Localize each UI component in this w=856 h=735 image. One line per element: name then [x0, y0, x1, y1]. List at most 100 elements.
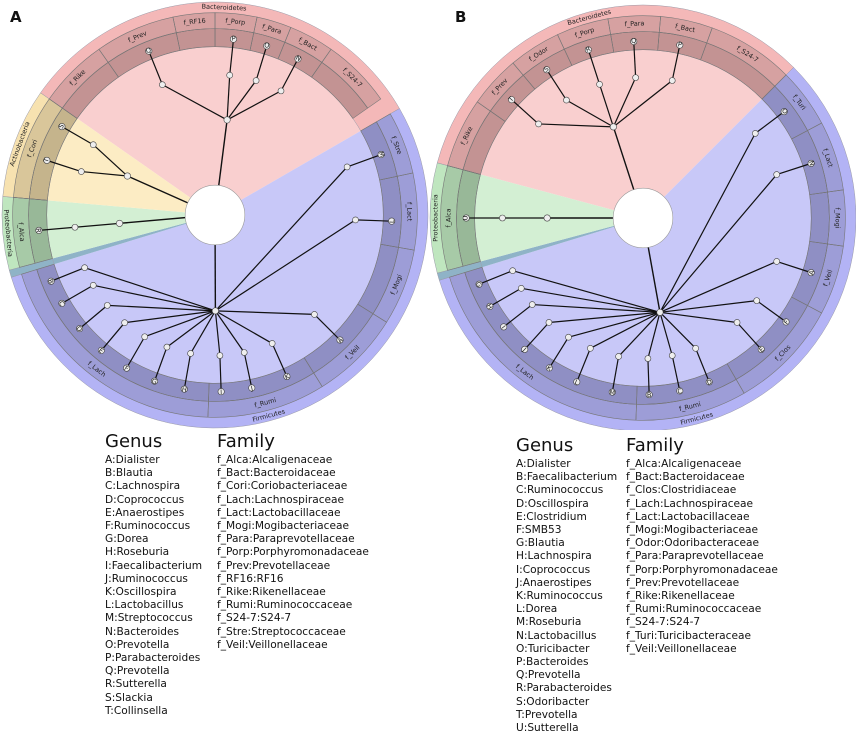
- tree-node: [752, 130, 758, 136]
- tree-node: [311, 311, 317, 317]
- family-legend-item: f_Clos:Clostridiaceae: [626, 484, 778, 497]
- family-legend-item: f_Alca:Alcaligenaceae: [217, 454, 369, 467]
- genus-legend-item: J:Ruminococcus: [105, 573, 202, 586]
- tree-node: [278, 88, 284, 94]
- tree-node: [544, 215, 550, 221]
- family-legend-item: f_Rumi:Ruminococcaceae: [626, 603, 778, 616]
- genus-legend-item: S:Odoribacter: [516, 696, 617, 709]
- genus-letter: I: [220, 388, 222, 396]
- family-legend-item: f_Mogi:Mogibacteriaceae: [626, 524, 778, 537]
- family-legend-item: f_Lact:Lactobacillaceae: [626, 511, 778, 524]
- tree-node: [224, 117, 230, 123]
- family-legend-item: f_Para:Paraprevotellaceae: [626, 550, 778, 563]
- genus-legend-title: Genus: [105, 432, 202, 452]
- genus-legend-item: T:Prevotella: [516, 709, 617, 722]
- family-legend-item: f_Mogi:Mogibacteriaceae: [217, 520, 369, 533]
- family-legend-item: f_Odor:Odoribacteraceae: [626, 537, 778, 550]
- genus-letter: B: [647, 391, 652, 399]
- genus-legend-item: L:Dorea: [516, 603, 617, 616]
- family-legend-item: f_Prev:Prevotellaceae: [626, 577, 778, 590]
- family-legend-item: f_Rike:Rikenellaceae: [626, 590, 778, 603]
- tree-node: [82, 265, 88, 271]
- family-legend-item: f_Prev:Prevotellaceae: [217, 560, 369, 573]
- genus-legend-item: A:Dialister: [105, 454, 202, 467]
- genus-legend-item: D:Coprococcus: [105, 494, 202, 507]
- genus-legend-item: D:Oscillospira: [516, 498, 617, 511]
- tree-node: [227, 72, 233, 78]
- tree-node: [124, 173, 130, 179]
- genus-legend-item: H:Lachnospira: [516, 550, 617, 563]
- center-hole: [185, 185, 245, 245]
- tree-node: [352, 217, 358, 223]
- genus-legend-title: Genus: [516, 436, 617, 456]
- genus-legend-item: S:Slackia: [105, 692, 202, 705]
- genus-legend-item: A:Dialister: [516, 458, 617, 471]
- tree-node: [657, 309, 663, 315]
- family-legend-item: f_Cori:Coriobacteriaceae: [217, 480, 369, 493]
- genus-legend-item: G:Dorea: [105, 533, 202, 546]
- family-legend-item: f_Lach:Lachnospiraceae: [217, 494, 369, 507]
- phylum-label: Proteobacteria: [431, 194, 439, 242]
- family-label: f_Para: [624, 19, 644, 28]
- family-legend-item: f_Para:Paraprevotellaceae: [217, 533, 369, 546]
- tree-node: [90, 282, 96, 288]
- family-legend-item: f_Alca:Alcaligenaceae: [626, 458, 778, 471]
- tree-node: [518, 285, 524, 291]
- family-legend-title: Family: [217, 432, 369, 452]
- genus-legend-item: E:Clostridium: [516, 511, 617, 524]
- family-legend-item: f_Bact:Bacteroidaceae: [626, 471, 778, 484]
- tree-node: [116, 220, 122, 226]
- genus-legend-item: I:Faecalibacterium: [105, 560, 202, 573]
- tree-node: [104, 302, 110, 308]
- tree-node: [774, 172, 780, 178]
- tree-node: [253, 78, 259, 84]
- tree-node: [774, 258, 780, 264]
- family-legend-item: f_Veil:Veillonellaceae: [626, 643, 778, 656]
- genus-legend-item: J:Anaerostipes: [516, 577, 617, 590]
- genus-legend-item: K:Oscillospira: [105, 586, 202, 599]
- tree-node: [669, 77, 675, 83]
- genus-legend-item: T:Collinsella: [105, 705, 202, 718]
- genus-legend-item: N:Lactobacillus: [516, 630, 617, 643]
- family-legend-item: f_Porp:Porphyromonadaceae: [217, 546, 369, 559]
- genus-legend-item: L:Lactobacillus: [105, 599, 202, 612]
- genus-letter: Q: [631, 37, 637, 45]
- family-legend-item: f_Rumi:Ruminococcaceae: [217, 599, 369, 612]
- tree-node: [72, 224, 78, 230]
- genus-legend-item: P:Bacteroides: [516, 656, 617, 669]
- tree-node: [610, 124, 616, 130]
- family-legend-item: f_S24-7:S24-7: [626, 616, 778, 629]
- genus-legend-item: H:Roseburia: [105, 546, 202, 559]
- tree-node: [122, 320, 128, 326]
- genus-legend-item: E:Anaerostipes: [105, 507, 202, 520]
- family-legend-item: f_Porp:Porphyromonadaceae: [626, 564, 778, 577]
- center-hole: [613, 188, 673, 248]
- panel-label: A: [10, 8, 22, 26]
- genus-legend-item: B:Faecalibacterium: [516, 471, 617, 484]
- family-legend-item: f_Bact:Bacteroidaceae: [217, 467, 369, 480]
- genus-legend-item: Q:Prevotella: [516, 669, 617, 682]
- tree-node: [693, 345, 699, 351]
- genus-legend-item: U:Sutterella: [516, 722, 617, 735]
- tree-node: [217, 352, 223, 358]
- genus-legend-item: Q:Prevotella: [105, 665, 202, 678]
- genus-legend-item: B:Blautia: [105, 467, 202, 480]
- tree-node: [645, 355, 651, 361]
- genus-letter: U: [462, 215, 470, 220]
- tree-node: [510, 268, 516, 274]
- family-legend-item: f_RF16:RF16: [217, 573, 369, 586]
- tree-node: [159, 82, 165, 88]
- tree-node: [587, 345, 593, 351]
- genus-legend-item: M:Roseburia: [516, 616, 617, 629]
- tree-node: [734, 319, 740, 325]
- tree-node: [212, 308, 218, 314]
- family-legend-item: f_Veil:Veillonellaceae: [217, 639, 369, 652]
- tree-node: [241, 350, 247, 356]
- family-legend-title: Family: [626, 436, 778, 456]
